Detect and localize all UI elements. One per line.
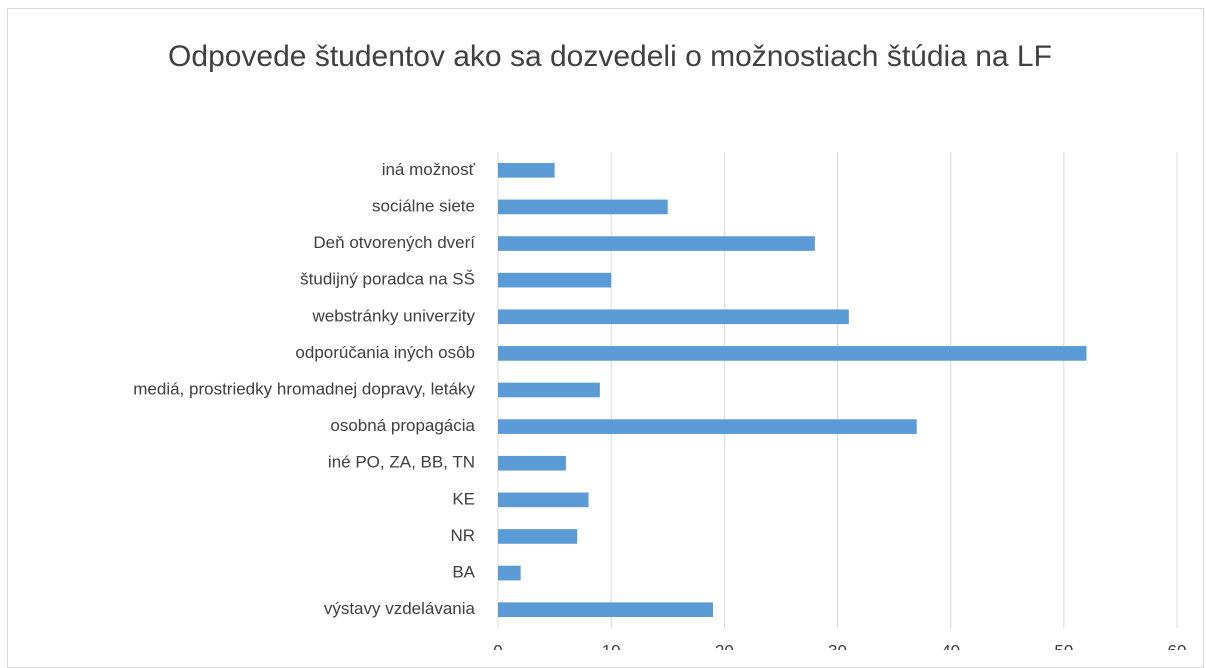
bar [498, 419, 917, 434]
bar [498, 602, 714, 618]
y-tick-label: KE [452, 489, 475, 508]
bar [498, 565, 521, 581]
bar [498, 346, 1087, 361]
chart: 0 10 20 30 40 50 60 iná možnosť sociálne siete De… [133, 152, 1187, 650]
page: {"chart_data": {"type": "bar", "orientat… [7, 8, 1204, 668]
x-tick-label: 0 [493, 641, 502, 650]
y-tick-label: BA [452, 563, 475, 582]
y-tick-label: odporúčania iných osôb [295, 343, 475, 362]
bar [498, 199, 668, 215]
y-tick-label: osobná propagácia [330, 416, 475, 435]
y-tick-label: mediá, prostriedky hromadnej dopravy, le… [133, 379, 475, 398]
x-tick-label: 30 [828, 641, 847, 650]
x-tick-label: 50 [1054, 641, 1073, 650]
bar [498, 162, 555, 178]
bar [498, 382, 600, 398]
bar [498, 529, 578, 544]
y-tick-label: študijný poradca na SŠ [300, 270, 475, 289]
y-tick-label: webstránky univerzity [311, 306, 475, 325]
y-tick-label: sociálne siete [372, 196, 475, 215]
bar [498, 492, 589, 508]
x-tick-label: 20 [715, 641, 734, 650]
bar [498, 309, 849, 325]
x-tick-label: 40 [941, 641, 960, 650]
bar [498, 455, 566, 471]
y-tick-label: iná možnosť [382, 160, 476, 179]
x-tick-label: 60 [1168, 641, 1187, 650]
y-tick-label: Deň otvorených dverí [313, 233, 475, 252]
y-tick-label: výstavy vzdelávania [324, 599, 476, 618]
y-tick-label: NR [450, 526, 475, 545]
chart-title: Odpovede študentov ako sa dozvedeli o mo… [168, 40, 1052, 73]
bar [498, 272, 612, 288]
bar [498, 236, 815, 251]
x-tick-label: 10 [602, 641, 621, 650]
y-tick-label: iné PO, ZA, BB, TN [328, 453, 475, 472]
